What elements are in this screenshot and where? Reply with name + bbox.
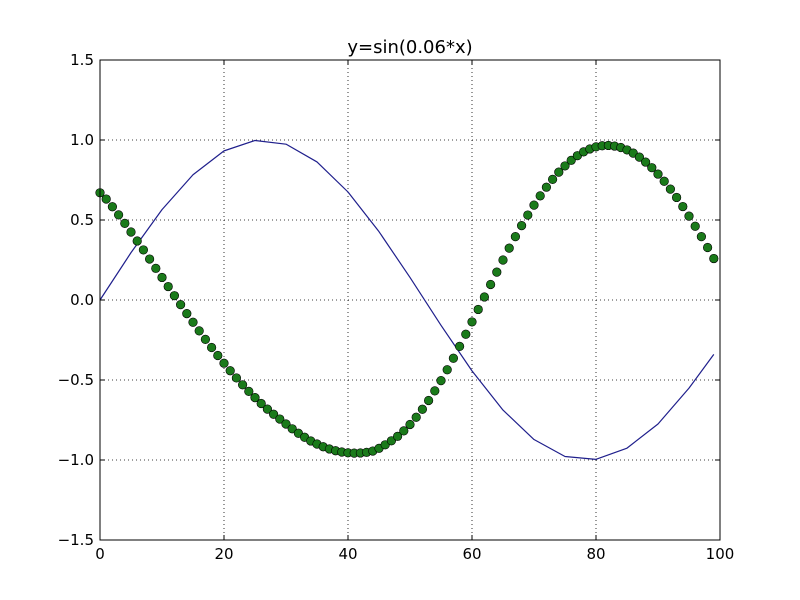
series-marker (653, 169, 663, 179)
series-marker (120, 218, 130, 228)
series-marker (436, 376, 446, 386)
series-marker (566, 155, 576, 165)
series-marker (448, 353, 459, 363)
series-marker (126, 227, 136, 237)
series-marker (535, 191, 545, 201)
series-marker (107, 202, 117, 212)
series-marker (132, 236, 142, 246)
series-marker (510, 232, 521, 242)
series-marker (424, 395, 434, 406)
y-tick-label: 1.0 (70, 131, 94, 149)
series-marker (461, 329, 471, 339)
series-marker (200, 334, 210, 344)
series-marker (269, 409, 279, 419)
y-tick-label: 1.5 (70, 51, 94, 69)
series-marker (430, 386, 440, 396)
series-marker (287, 424, 297, 434)
series-marker (455, 341, 465, 352)
series-marker (442, 365, 452, 375)
series-marker (690, 221, 700, 231)
series-marker (113, 210, 124, 220)
series-marker (393, 431, 403, 441)
series-marker (151, 263, 161, 273)
series-marker (256, 398, 266, 409)
series-marker (101, 194, 111, 204)
series-marker (560, 161, 570, 171)
ticks: 0 20 40 60 80 100 1.5 1.0 0.5 0.0 −0.5 −1.0 −1.5 (58, 51, 735, 563)
series-marker (275, 414, 285, 424)
series-marker (238, 380, 248, 390)
series-marker (281, 419, 291, 429)
series-marker (182, 309, 192, 319)
series-marker (467, 317, 477, 327)
series-marker (188, 317, 198, 327)
series-marker (473, 304, 483, 315)
series-marker (696, 232, 707, 242)
series-marker (554, 167, 564, 177)
y-tick-label: −1.5 (58, 531, 94, 549)
series-marker (225, 366, 235, 376)
x-tick-label: 80 (586, 545, 605, 563)
series-marker (659, 176, 669, 186)
series-marker (145, 254, 155, 264)
series-marker (417, 404, 428, 414)
y-tick-label: −0.5 (58, 371, 94, 389)
series-marker (640, 157, 651, 167)
series-marker (684, 211, 694, 221)
series-marker (709, 253, 719, 264)
series-marker (702, 242, 713, 253)
x-tick-label: 60 (462, 545, 481, 563)
series-marker (634, 152, 645, 162)
y-tick-label: −1.0 (58, 451, 94, 469)
series-marker (207, 342, 217, 353)
series-marker (194, 326, 204, 336)
x-tick-label: 100 (706, 545, 735, 563)
series-marker (523, 210, 533, 220)
series-marker (169, 291, 179, 301)
series-marker (262, 404, 273, 414)
series-marker (176, 300, 186, 310)
series-marker (244, 386, 254, 396)
series-marker (504, 243, 514, 253)
series-marker (671, 192, 682, 203)
x-tick-label: 0 (95, 545, 105, 563)
series-marker (405, 419, 415, 430)
series-marker (547, 174, 558, 184)
series-marker (486, 279, 496, 290)
chart-title: y=sin(0.06*x) (347, 37, 472, 58)
series-marker (516, 221, 527, 231)
x-tick-label: 20 (214, 545, 233, 563)
series-marker (498, 255, 508, 265)
series-marker (678, 201, 688, 212)
series-marker (157, 272, 167, 283)
series-marker (219, 358, 229, 368)
series-marker (138, 245, 148, 255)
series-marker (250, 393, 260, 403)
series-marker (399, 426, 409, 436)
series-marker (213, 350, 223, 361)
series-marker (665, 184, 676, 194)
series-marker (386, 436, 397, 446)
series-marker (529, 200, 539, 210)
y-tick-label: 0.5 (70, 211, 94, 229)
x-tick-label: 40 (338, 545, 357, 563)
series-marker (231, 373, 241, 383)
series-marker (163, 281, 173, 292)
series-marker (541, 182, 552, 192)
y-tick-label: 0.0 (70, 291, 94, 309)
series-marker (411, 412, 421, 422)
series-marker (492, 267, 502, 277)
series-marker (479, 292, 490, 302)
series-marker (647, 163, 657, 173)
series-line (99, 139, 715, 460)
